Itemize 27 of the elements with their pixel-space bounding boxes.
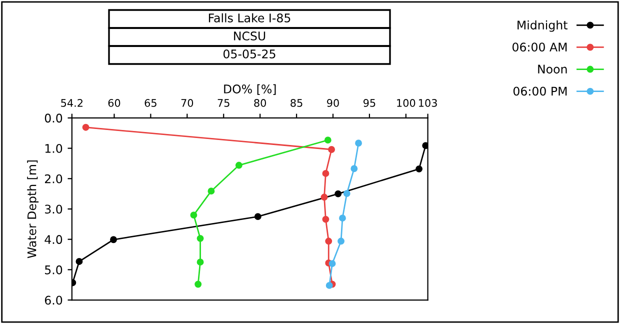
chart-subtitle: NCSU [234, 31, 266, 40]
x-tick-label: 103 [419, 99, 437, 107]
x-tick-label: 80 [254, 99, 266, 107]
y-tick-label: 6.0 [44, 296, 62, 305]
legend-label: 06:00 AM [512, 42, 567, 52]
legend-label: Midnight [518, 20, 568, 32]
x-tick-label: 54.2 [61, 99, 82, 107]
y-tick-label: 0.0 [44, 114, 62, 123]
x-tick-label: 70 [181, 99, 194, 107]
x-tick-label: 60 [108, 99, 120, 107]
x-tick-label: 65 [144, 99, 156, 107]
text: 05-05-25 [223, 49, 276, 58]
x-tick-label: 100 [397, 99, 416, 107]
y-tick-label: 5.0 [45, 265, 62, 274]
chart-title: Falls Lake I-85 [208, 13, 290, 22]
y-tick-label: 1.0 [45, 144, 62, 153]
legend-label: Noon [538, 64, 567, 74]
legend-label: 06:00 PM [513, 86, 567, 96]
x-tick-label: 90 [327, 99, 339, 107]
y-tick-label: 2.0 [44, 174, 62, 184]
x-axis-title: DO% [%] [224, 84, 276, 95]
y-axis-title: Water Depth [m] [27, 160, 39, 258]
x-tick-label: 75 [218, 99, 230, 107]
x-tick-label: 85 [290, 99, 302, 107]
y-tick-label: 3.0 [45, 204, 62, 214]
x-tick-label: 95 [363, 99, 376, 107]
y-tick-label: 4.0 [44, 235, 62, 244]
